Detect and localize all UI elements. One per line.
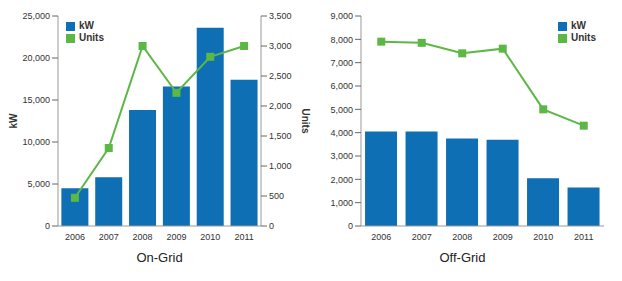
svg-text:25,000: 25,000 bbox=[22, 11, 50, 21]
svg-text:3,500: 3,500 bbox=[269, 11, 292, 21]
html-text:kW: kW bbox=[79, 20, 94, 31]
html-text:On-Grid: On-Grid bbox=[136, 250, 183, 265]
svg-text:5,000: 5,000 bbox=[330, 105, 353, 115]
svg-text:2,000: 2,000 bbox=[330, 175, 353, 185]
html-text:Off-Grid: Off-Grid bbox=[439, 250, 486, 265]
svg-text:2010: 2010 bbox=[200, 232, 220, 242]
html-text:kW: kW bbox=[571, 20, 586, 31]
svg-text:15,000: 15,000 bbox=[22, 95, 50, 105]
svg-text:2006: 2006 bbox=[371, 232, 391, 242]
svg-text:2008: 2008 bbox=[452, 232, 472, 242]
svg-text:2009: 2009 bbox=[166, 232, 186, 242]
svg-text:3,000: 3,000 bbox=[330, 151, 353, 161]
svg-text:2,500: 2,500 bbox=[269, 71, 292, 81]
svg-text:2008: 2008 bbox=[133, 232, 153, 242]
svg-text:20,000: 20,000 bbox=[22, 53, 50, 63]
svg-text:1,000: 1,000 bbox=[269, 161, 292, 171]
svg-text:2006: 2006 bbox=[65, 232, 85, 242]
svg-text:4,000: 4,000 bbox=[330, 128, 353, 138]
svg-text:7,000: 7,000 bbox=[330, 58, 353, 68]
svg-text:2011: 2011 bbox=[574, 232, 593, 242]
svg-text:2009: 2009 bbox=[493, 232, 513, 242]
svg-text:0: 0 bbox=[348, 221, 353, 231]
svg-text:2007: 2007 bbox=[99, 232, 119, 242]
svg-text:kW: kW bbox=[8, 113, 19, 129]
svg-text:1,500: 1,500 bbox=[269, 131, 292, 141]
svg-text:10,000: 10,000 bbox=[22, 137, 50, 147]
svg-text:1,000: 1,000 bbox=[330, 198, 353, 208]
html-text:Units: Units bbox=[79, 32, 104, 43]
svg-text:2,000: 2,000 bbox=[269, 101, 292, 111]
svg-text:9,000: 9,000 bbox=[330, 11, 353, 21]
svg-text:2010: 2010 bbox=[533, 232, 553, 242]
svg-text:0: 0 bbox=[45, 221, 50, 231]
svg-text:Units: Units bbox=[300, 109, 311, 134]
svg-text:0: 0 bbox=[269, 221, 274, 231]
svg-text:8,000: 8,000 bbox=[330, 35, 353, 45]
svg-text:6,000: 6,000 bbox=[330, 81, 353, 91]
svg-text:2011: 2011 bbox=[234, 232, 253, 242]
svg-text:2007: 2007 bbox=[412, 232, 432, 242]
svg-text:5,000: 5,000 bbox=[27, 179, 50, 189]
html-text:Units: Units bbox=[571, 32, 596, 43]
svg-text:500: 500 bbox=[269, 191, 284, 201]
svg-text:3,000: 3,000 bbox=[269, 41, 292, 51]
